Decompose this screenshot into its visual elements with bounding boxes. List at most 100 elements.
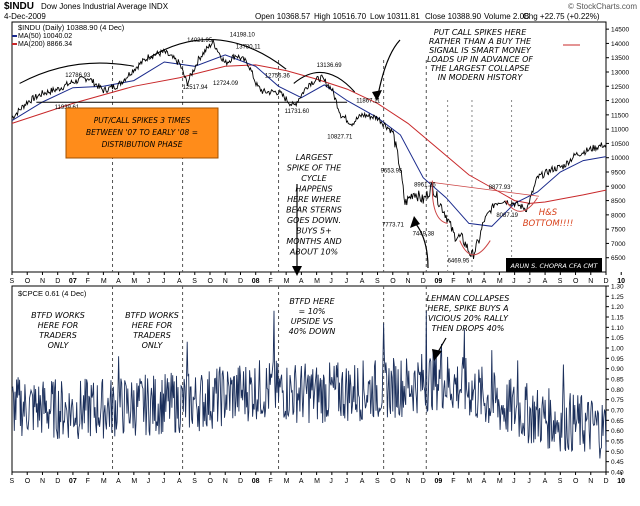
x-tick-label: O	[573, 478, 579, 485]
y-tick-label: 0.55	[611, 439, 624, 446]
data-label: 13136.69	[317, 63, 343, 69]
x-tick-label: N	[223, 478, 228, 485]
middle-note-line: GOES DOWN.	[287, 216, 341, 225]
x-tick-label: S	[192, 278, 197, 285]
x-tick-label: A	[482, 278, 487, 285]
y-tick-label: 0.80	[611, 387, 624, 394]
x-tick-label: O	[25, 478, 31, 485]
x-tick-label: A	[543, 278, 548, 285]
data-label: 12756.36	[265, 74, 291, 80]
index-price-panel: 6500 7000 7500 8000 8500 9000 9500 10000 10500 11…	[10, 21, 629, 285]
x-tick-label: A	[177, 478, 182, 485]
middle-note-line: BUYS 5+	[296, 227, 332, 236]
x-tick-label: N	[406, 478, 411, 485]
put-call-ratio-panel: 0.40 0.45 0.50 0.55 0.60 0.65 0.70 0.75 0.80 0.85…	[10, 284, 626, 486]
middle-note-line: HAPPENS	[295, 185, 332, 194]
data-label: 11731.60	[285, 109, 310, 115]
x-tick-label: O	[573, 278, 579, 285]
legend-main: $INDU (Daily) 10388.90 (4 Dec)	[18, 23, 125, 32]
header-date: 4-Dec-2009	[4, 12, 46, 21]
x-tick-label: N	[588, 278, 593, 285]
putcall-note-line: DISTRIBUTION PHASE	[102, 140, 183, 149]
x-tick-label: M	[131, 278, 137, 285]
change-value: Chg +22.75 (+0.22%)	[523, 12, 600, 21]
x-tick-label: A	[360, 278, 365, 285]
y-tick-label: 13000	[611, 70, 629, 77]
x-tick-label: F	[268, 478, 272, 485]
y-tick-label: 7500	[611, 227, 626, 234]
data-label: 12517.94	[183, 85, 209, 91]
x-tick-label: 08	[252, 478, 260, 485]
x-tick-label: N	[588, 478, 593, 485]
x-tick-label: A	[299, 478, 304, 485]
x-tick-label: F	[86, 478, 90, 485]
x-tick-label: A	[482, 478, 487, 485]
data-label: 10827.71	[327, 134, 353, 140]
cpce-line	[11, 310, 607, 459]
arrow-line	[437, 337, 447, 353]
x-tick-label: D	[604, 278, 609, 285]
btfd-note-line: UPSIDE VS	[291, 317, 333, 326]
x-tick-label: N	[223, 278, 228, 285]
price-line	[11, 39, 607, 259]
y-tick-label: 0.70	[611, 408, 624, 415]
middle-note-line: CYCLE	[301, 174, 327, 183]
x-tick-label: D	[238, 278, 243, 285]
btfd-note-line: HERE FOR	[38, 321, 79, 330]
x-tick-label: D	[55, 278, 60, 285]
y-tick-label: 10000	[611, 155, 629, 162]
y-tick-label: 14000	[611, 41, 629, 48]
x-tick-label: O	[208, 278, 214, 285]
x-tick-label: J	[162, 478, 166, 485]
putcall-note-box	[65, 107, 219, 159]
top-right-note-line: LOADS UP IN ADVANCE OF	[427, 55, 533, 64]
y-tick-label: 1.25	[611, 294, 624, 301]
x-tick-label: J	[527, 278, 531, 285]
x-tick-label: S	[558, 478, 563, 485]
arrowhead	[292, 266, 302, 276]
y-tick-label: 0.65	[611, 418, 624, 425]
legend-cpce: $CPCE 0.61 (4 Dec)	[18, 289, 87, 298]
legend-ma50: MA(50) 10040.02	[18, 33, 72, 40]
middle-note-line: ABOUT 10%	[289, 248, 338, 257]
y-tick-label: 0.95	[611, 356, 624, 363]
x-tick-label: F	[451, 478, 455, 485]
y-tick-label: 0.75	[611, 397, 624, 404]
x-tick-label: A	[177, 278, 182, 285]
btfd-note-line: ONLY	[48, 341, 70, 350]
x-tick-label: M	[131, 478, 137, 485]
data-label: 8087.19	[496, 213, 518, 219]
index-name: Dow Jones Industrial Average INDX	[41, 2, 169, 11]
x-tick-label: J	[162, 278, 166, 285]
hs-note-line: H&S	[539, 208, 558, 218]
middle-note-line: LARGEST	[296, 153, 334, 162]
x-tick-label: M	[101, 478, 107, 485]
data-label: 14198.10	[230, 32, 256, 38]
x-tick-label: 07	[69, 278, 77, 285]
x-tick-label: J	[147, 278, 151, 285]
y-tick-label: 9500	[611, 170, 626, 177]
data-label: 8877.93	[489, 185, 511, 191]
x-tick-label: J	[329, 478, 333, 485]
data-label: 9653.95	[381, 169, 403, 175]
x-tick-label: S	[375, 478, 380, 485]
hs-note-line: BOTTOM!!!!	[523, 219, 574, 229]
x-tick-label: F	[451, 278, 455, 285]
x-tick-label: O	[25, 278, 31, 285]
y-tick-label: 12000	[611, 98, 629, 105]
x-tick-label: F	[86, 278, 90, 285]
symbol-label: $INDU	[4, 1, 35, 12]
y-tick-label: 0.85	[611, 377, 624, 384]
hs-bottom-arc	[459, 240, 491, 256]
y-tick-label: 10500	[611, 141, 629, 148]
x-tick-label: M	[497, 478, 503, 485]
x-tick-label: 09	[434, 278, 442, 285]
y-tick-label: 13500	[611, 55, 629, 62]
y-tick-label: 1.20	[611, 304, 624, 311]
data-label: 7449.38	[413, 231, 435, 237]
x-tick-label: O	[390, 278, 396, 285]
btfd-note-line: BTFD WORKS	[125, 311, 179, 320]
watermark: © StockCharts.com	[568, 2, 638, 11]
data-label: 6469.95	[448, 259, 470, 265]
